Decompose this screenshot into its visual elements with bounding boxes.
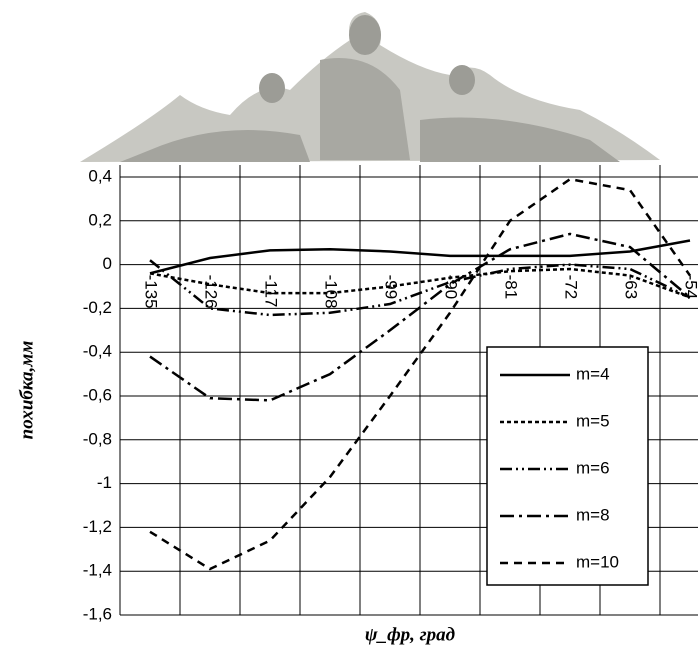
y-tick-label: -1,4: [83, 561, 112, 580]
legend-box: [487, 347, 648, 585]
legend-label: m=8: [576, 505, 610, 524]
y-tick-label: -1: [97, 473, 112, 492]
x-axis-label: ψ_фр, град: [365, 624, 455, 645]
legend-label: m=6: [576, 458, 610, 477]
x-tick-label: -135: [142, 275, 161, 309]
legend-label: m=5: [576, 411, 610, 430]
y-tick-label: 0: [103, 254, 112, 273]
y-tick-label: -0,4: [83, 342, 112, 361]
y-tick-label: 0,2: [88, 210, 112, 229]
y-tick-label: -0,2: [83, 298, 112, 317]
y-tick-label: -0,8: [83, 429, 112, 448]
legend-label: m=10: [576, 552, 619, 571]
y-tick-label: -1,2: [83, 517, 112, 536]
x-tick-label: -126: [202, 275, 221, 309]
y-axis-label: похибка,мм: [16, 341, 37, 440]
x-tick-label: -117: [262, 275, 281, 308]
y-tick-label: -0,6: [83, 385, 112, 404]
y-tick-label: 0,4: [88, 166, 112, 185]
legend-label: m=4: [576, 364, 610, 383]
sculpture-decoration: [80, 12, 660, 162]
y-tick-label: -1,6: [83, 604, 112, 623]
x-tick-label: -72: [562, 275, 581, 300]
chart: похибка,мм ψ_фр, град 0,4 0,2 0 -0,2 -0,4 -0,…: [0, 0, 698, 652]
x-tick-label: -81: [502, 275, 521, 300]
x-tick-label: -99: [382, 275, 401, 300]
